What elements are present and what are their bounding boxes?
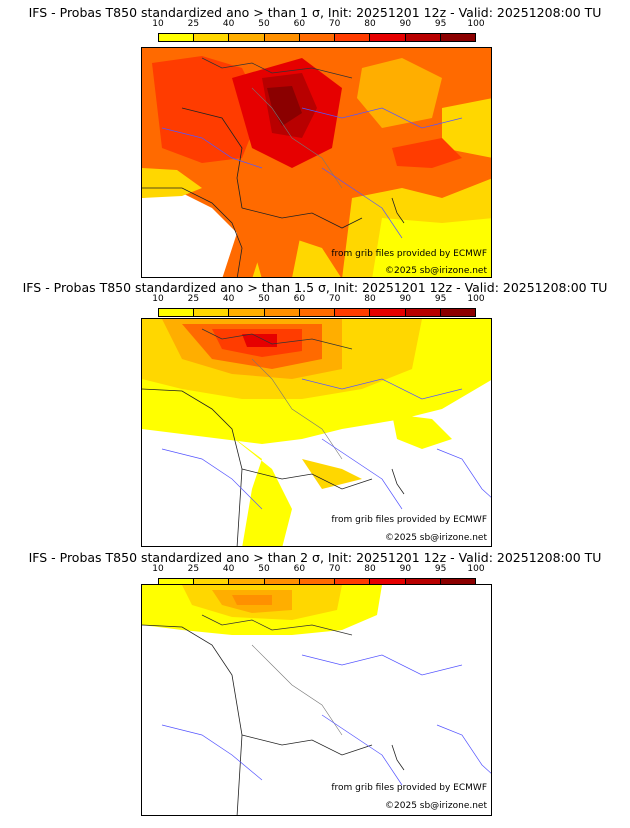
colorbar-tick-label: 40 [222, 19, 235, 29]
credit-copyright: ©2025 sb@irizone.net [385, 801, 487, 811]
colorbar-segment [159, 579, 195, 586]
probability-map: from grib files provided by ECMWF ©2025 … [141, 584, 492, 816]
panel-3: IFS - Probas T850 standardized ano > tha… [0, 550, 630, 820]
colorbar-segment [335, 579, 371, 586]
panel-title: IFS - Probas T850 standardized ano > tha… [22, 280, 608, 295]
panel-title: IFS - Probas T850 standardized ano > tha… [28, 550, 602, 565]
credit-copyright: ©2025 sb@irizone.net [385, 533, 487, 543]
colorbar-segment [440, 34, 475, 41]
colorbar-tick-label: 90 [399, 19, 412, 29]
colorbar-tick-label: 10 [152, 564, 164, 574]
colorbar-segment [264, 34, 300, 41]
colorbar-segment [229, 34, 265, 41]
colorbar-segment [194, 579, 230, 586]
colorbar-tick-label: 50 [258, 564, 270, 574]
colorbar-segment [264, 309, 300, 316]
colorbar-segment [440, 579, 475, 586]
colorbar-tick-label: 80 [364, 564, 376, 574]
colorbar-segment [370, 309, 406, 316]
colorbar-tick-label: 25 [187, 564, 200, 574]
colorbar-tick-label: 80 [364, 19, 376, 29]
credit-source: from grib files provided by ECMWF [331, 249, 487, 259]
colorbar-tick-label: 50 [258, 294, 270, 304]
panel-title: IFS - Probas T850 standardized ano > tha… [28, 5, 602, 20]
panel-2: IFS - Probas T850 standardized ano > tha… [0, 280, 630, 548]
map-field [142, 319, 491, 546]
probability-map: from grib files provided by ECMWF ©2025 … [141, 318, 492, 547]
colorbar-tick-label: 25 [187, 294, 200, 304]
colorbar-tick-label: 50 [258, 19, 270, 29]
colorbar-tick-label: 95 [434, 19, 447, 29]
colorbar-ticks: 10 25 40 50 60 70 80 90 95 100 [152, 19, 484, 31]
colorbar-tick-label: 70 [328, 294, 341, 304]
colorbar-ticks: 10 25 40 50 60 70 80 90 95 100 [152, 564, 484, 576]
colorbar-segment [159, 309, 195, 316]
colorbar-tick-label: 40 [222, 564, 235, 574]
panel-1: IFS - Probas T850 standardized ano > tha… [0, 5, 630, 278]
colorbar [158, 578, 476, 587]
colorbar-segment [229, 579, 265, 586]
colorbar-tick-label: 10 [152, 294, 164, 304]
colorbar-segment [405, 579, 441, 586]
colorbar-tick-label: 80 [364, 294, 376, 304]
colorbar-segment [335, 34, 371, 41]
colorbar-tick-label: 95 [434, 294, 447, 304]
colorbar-tick-label: 60 [293, 564, 306, 574]
colorbar-segment [405, 34, 441, 41]
colorbar-ticks: 10 25 40 50 60 70 80 90 95 100 [152, 294, 484, 306]
colorbar-tick-label: 100 [467, 19, 485, 29]
colorbar-segment [194, 309, 230, 316]
colorbar-segment [299, 579, 336, 586]
map-field [142, 585, 491, 815]
colorbar-segment [370, 34, 406, 41]
colorbar-tick-label: 70 [328, 19, 341, 29]
colorbar-tick-label: 60 [293, 294, 306, 304]
colorbar [158, 308, 476, 317]
colorbar-tick-label: 40 [222, 294, 235, 304]
colorbar-segment [335, 309, 371, 316]
probability-map: from grib files provided by ECMWF ©2025 … [141, 47, 492, 278]
colorbar-segment [264, 579, 300, 586]
credit-source: from grib files provided by ECMWF [331, 515, 487, 525]
colorbar-tick-label: 70 [328, 564, 341, 574]
colorbar-tick-label: 10 [152, 19, 164, 29]
colorbar-segment [299, 34, 336, 41]
credit-copyright: ©2025 sb@irizone.net [385, 266, 487, 276]
colorbar-tick-label: 90 [399, 564, 412, 574]
colorbar-tick-label: 60 [293, 19, 306, 29]
colorbar-tick-label: 90 [399, 294, 412, 304]
colorbar-tick-label: 95 [434, 564, 447, 574]
colorbar [158, 33, 476, 42]
credit-source: from grib files provided by ECMWF [331, 783, 487, 793]
colorbar-tick-label: 100 [467, 564, 485, 574]
colorbar-segment [159, 34, 195, 41]
map-field [142, 48, 491, 277]
colorbar-segment [370, 579, 406, 586]
colorbar-tick-label: 100 [467, 294, 485, 304]
colorbar-segment [440, 309, 475, 316]
colorbar-segment [194, 34, 230, 41]
colorbar-segment [405, 309, 441, 316]
colorbar-tick-label: 25 [187, 19, 200, 29]
colorbar-segment [299, 309, 336, 316]
colorbar-segment [229, 309, 265, 316]
